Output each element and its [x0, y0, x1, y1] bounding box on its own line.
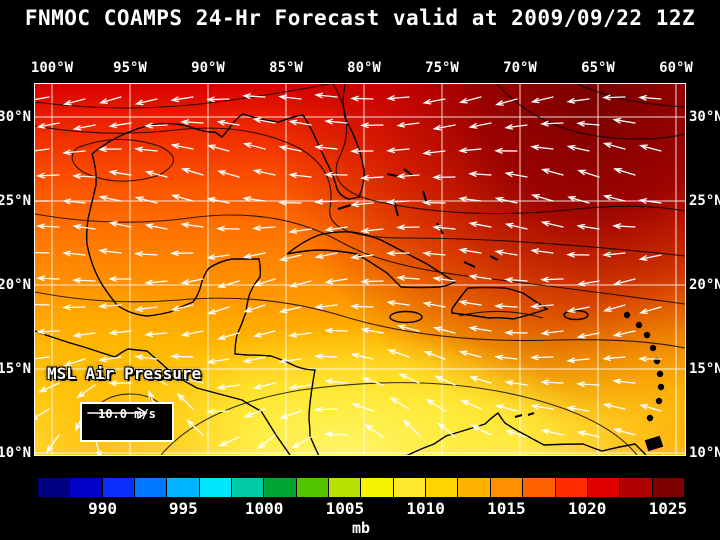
colorbar-segment: [523, 478, 556, 497]
lon-tick-label: 70°W: [503, 60, 537, 76]
colorbar-segment: [167, 478, 200, 497]
lon-tick-label: 90°W: [191, 60, 225, 76]
lat-tick-label-right: 20°N: [689, 277, 720, 293]
field-label: MSL Air Pressure: [47, 364, 202, 383]
colorbar-segment: [38, 478, 71, 497]
colorbar-segment: [652, 478, 684, 497]
colorbar-tick-label: 990: [88, 499, 118, 518]
wind-scale-arrow-icon: [87, 407, 148, 419]
colorbar-unit: mb: [351, 519, 371, 537]
lat-tick-label-left: 15°N: [0, 361, 31, 377]
colorbar-tick-label: 1005: [325, 499, 365, 518]
colorbar-segment: [329, 478, 362, 497]
lon-tick-label: 100°W: [30, 60, 74, 76]
colorbar-tick-label: 1000: [244, 499, 284, 518]
colorbar-segment: [555, 478, 588, 497]
isobar-contours: [35, 84, 685, 455]
wind-scale-box: 10.0 m/s: [80, 402, 174, 442]
lon-tick-label: 80°W: [347, 60, 381, 76]
lat-tick-label-left: 25°N: [0, 193, 31, 209]
colorbar-segment: [426, 478, 459, 497]
lat-tick-label-left: 10°N: [0, 445, 31, 461]
colorbar-segment: [264, 478, 297, 497]
lat-tick-label-right: 10°N: [689, 445, 720, 461]
lat-tick-label-left: 30°N: [0, 109, 31, 125]
map-area: MSL Air Pressure 10.0 m/s: [35, 84, 685, 455]
colorbar-segment: [620, 478, 653, 497]
southeast-shading: [35, 84, 685, 455]
colorbar-segment: [296, 478, 330, 497]
colorbar-segment: [102, 478, 136, 497]
colorbar-segment: [393, 478, 427, 497]
colorbar-tick-label: 1015: [487, 499, 526, 518]
colorbar: [38, 478, 684, 497]
colorbar-segment: [490, 478, 524, 497]
lat-tick-label-left: 20°N: [0, 277, 31, 293]
lat-tick-label-right: 15°N: [689, 361, 720, 377]
wind-arrows: [35, 92, 662, 455]
lon-tick-label: 65°W: [581, 60, 615, 76]
lon-tick-label: 60°W: [659, 60, 693, 76]
colorbar-segment: [232, 478, 265, 497]
colorbar-tick-label: 1025: [648, 499, 688, 518]
lon-tick-label: 85°W: [269, 60, 303, 76]
colorbar-segment: [135, 478, 168, 497]
coastlines: [35, 84, 647, 455]
colorbar-segment: [587, 478, 621, 497]
lat-tick-label-right: 30°N: [689, 109, 720, 125]
small-islands: [337, 168, 665, 452]
colorbar-segment: [458, 478, 491, 497]
colorbar-segment: [361, 478, 394, 497]
colorbar-tick-label: 995: [168, 499, 198, 518]
colorbar-tick-label: 1020: [567, 499, 607, 518]
colorbar-tick-label: 1010: [406, 499, 445, 518]
lat-tick-label-right: 25°N: [689, 193, 720, 209]
colorbar-segment: [199, 478, 233, 497]
colorbar-segment: [70, 478, 103, 497]
lon-tick-label: 95°W: [113, 60, 147, 76]
page-title: FNMOC COAMPS 24-Hr Forecast valid at 200…: [24, 6, 696, 30]
pressure-map-svg: [35, 84, 685, 455]
lon-tick-label: 75°W: [425, 60, 459, 76]
